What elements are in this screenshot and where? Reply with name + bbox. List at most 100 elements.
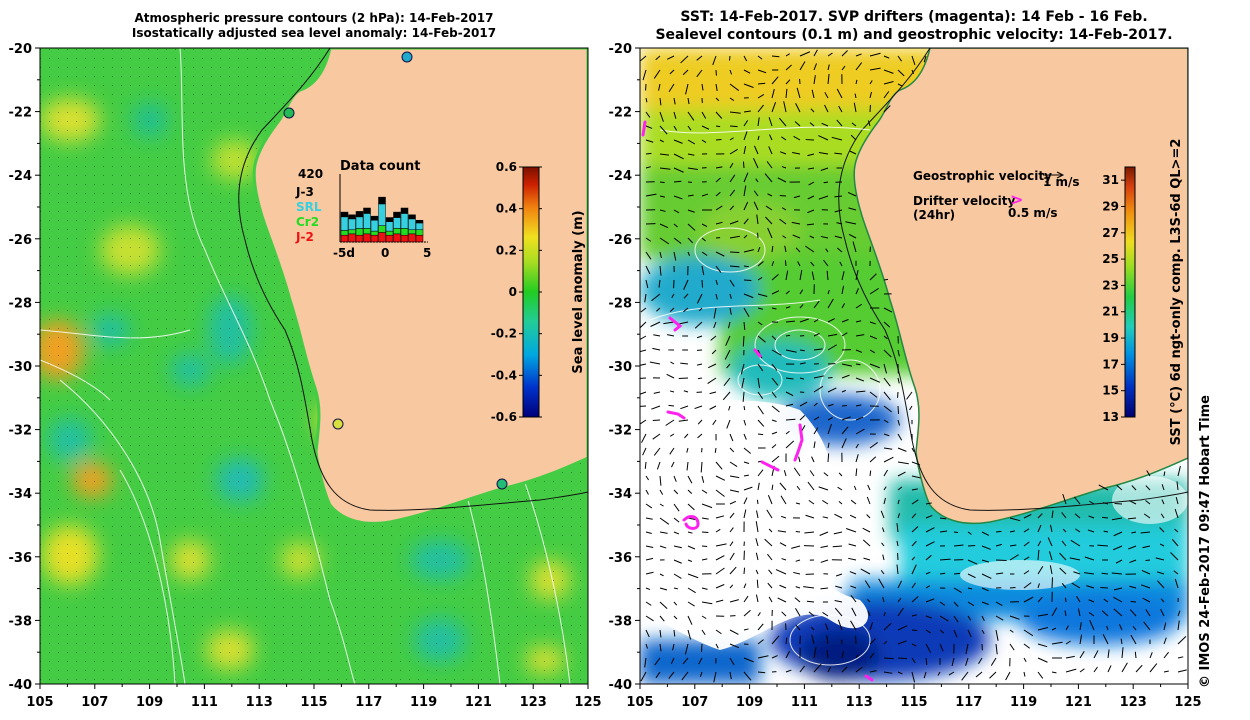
velocity-arrow <box>883 307 893 313</box>
lon-tick-label: 119 <box>410 695 437 710</box>
velocity-arrow <box>850 594 857 603</box>
colorbar-tick-label: 0.2 <box>496 243 517 257</box>
velocity-arrow <box>682 657 689 665</box>
velocity-arrow <box>785 334 791 337</box>
data-count-bar-segment <box>393 217 401 229</box>
data-count-bar-segment <box>415 229 424 236</box>
velocity-arrow <box>1140 531 1151 534</box>
velocity-arrow <box>826 270 829 281</box>
colorbar-tick-label: 23 <box>1102 278 1119 292</box>
velocity-arrow <box>687 573 699 579</box>
lat-tick-label: -36 <box>609 551 633 566</box>
data-count-bar-segment <box>400 207 409 214</box>
velocity-arrow <box>642 447 647 456</box>
velocity-arrow <box>1088 500 1095 505</box>
data-count-bar-segment <box>340 230 349 236</box>
velocity-arrow <box>967 531 972 535</box>
velocity-arrow <box>1062 528 1067 533</box>
velocity-arrow <box>951 657 955 667</box>
velocity-arrow <box>810 261 815 267</box>
velocity-arrow <box>701 587 708 590</box>
data-count-bar-segment <box>340 211 349 218</box>
velocity-arrow <box>755 521 759 533</box>
velocity-arrow <box>1174 508 1179 519</box>
velocity-arrow <box>673 167 684 173</box>
velocity-arrow <box>823 181 829 184</box>
colorbar-tick-label: 0.6 <box>496 160 517 174</box>
velocity-arrow <box>785 440 795 449</box>
velocity-arrow <box>743 145 747 155</box>
velocity-arrow <box>855 363 861 366</box>
velocity-arrow <box>707 377 717 384</box>
velocity-arrow <box>1009 629 1014 633</box>
velocity-arrow <box>642 69 647 81</box>
velocity-arrow <box>897 405 900 414</box>
velocity-arrow <box>659 251 662 259</box>
velocity-arrow <box>953 629 958 638</box>
velocity-arrow <box>1160 513 1165 519</box>
velocity-arrow <box>869 622 873 631</box>
velocity-arrow <box>869 652 875 659</box>
velocity-arrow <box>696 293 703 304</box>
velocity-arrow <box>1177 669 1187 673</box>
velocity-arrow <box>827 344 837 351</box>
velocity-arrow <box>827 290 830 295</box>
velocity-arrow <box>1146 470 1151 477</box>
velocity-arrow <box>855 468 858 477</box>
lat-tick-label: -32 <box>609 424 633 439</box>
velocity-arrow <box>883 81 894 85</box>
velocity-arrow <box>687 559 693 562</box>
velocity-arrow <box>743 218 749 225</box>
velocity-arrow <box>883 657 894 660</box>
velocity-arrow <box>847 191 857 197</box>
velocity-arrow <box>684 433 689 439</box>
velocity-arrow <box>640 307 647 313</box>
colorbar-tick-label: 0.4 <box>496 202 517 216</box>
velocity-arrow <box>831 136 843 141</box>
velocity-arrow <box>785 651 790 659</box>
velocity-arrow <box>743 474 749 477</box>
velocity-arrow <box>795 502 801 505</box>
velocity-arrow <box>848 543 857 547</box>
velocity-arrow <box>645 125 653 129</box>
velocity-arrow <box>743 110 751 113</box>
data-count-bar-segment <box>385 221 394 232</box>
drifter-track <box>864 674 874 682</box>
velocity-arrow <box>822 500 829 505</box>
velocity-arrow <box>743 595 749 603</box>
data-count-bar-segment <box>393 228 401 235</box>
velocity-arrow <box>981 573 992 579</box>
velocity-arrow <box>897 486 903 491</box>
velocity-arrow <box>1023 629 1034 637</box>
velocity-arrow <box>1065 655 1075 659</box>
velocity-arrow <box>741 377 745 389</box>
velocity-arrow <box>869 67 881 71</box>
velocity-arrow <box>810 108 815 113</box>
velocity-arrow <box>699 671 703 678</box>
velocity-arrow <box>743 321 746 330</box>
velocity-arrow <box>645 265 651 275</box>
velocity-arrow <box>687 545 696 550</box>
velocity-arrow <box>804 531 815 534</box>
velocity-arrow <box>841 416 851 421</box>
velocity-arrow <box>1121 647 1124 659</box>
velocity-arrow <box>883 91 890 99</box>
velocity-arrow <box>701 251 708 256</box>
velocity-arrow <box>715 489 725 497</box>
data-count-bar-segment <box>393 211 401 218</box>
velocity-arrow <box>785 430 790 435</box>
velocity-arrow <box>757 655 769 659</box>
velocity-arrow <box>727 321 731 329</box>
velocity-arrow <box>896 523 899 533</box>
data-count-bar-segment <box>348 218 356 231</box>
velocity-arrow <box>768 146 773 155</box>
velocity-arrow <box>658 279 661 288</box>
velocity-arrow <box>743 671 752 681</box>
data-count-bar-segment <box>363 228 371 235</box>
velocity-arrow <box>1143 621 1151 631</box>
velocity-arrow <box>673 180 682 183</box>
pressure-contours <box>40 48 571 684</box>
velocity-arrow <box>715 177 721 183</box>
velocity-arrow <box>883 55 890 59</box>
velocity-arrow <box>1069 557 1081 561</box>
